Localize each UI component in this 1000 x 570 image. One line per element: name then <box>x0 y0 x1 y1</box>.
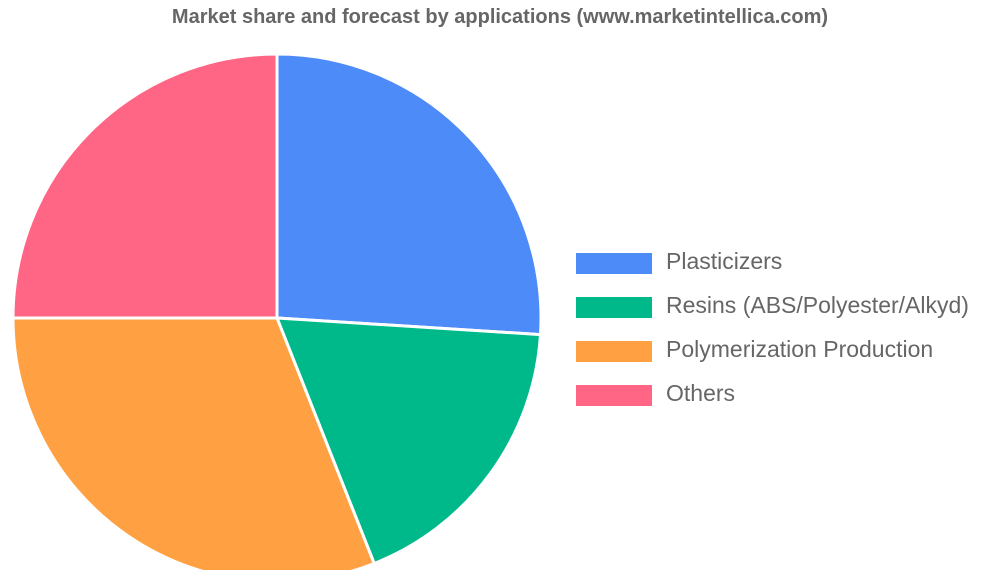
pie-slice-resins[interactable] <box>275 316 542 565</box>
legend-item-resins[interactable]: Resins (ABS/Polyester/Alkyd) <box>576 285 969 329</box>
legend-label-others: Others <box>666 379 736 406</box>
legend-item-polymerization-production[interactable]: Polymerization Production <box>576 329 969 373</box>
chart-title: Market share and forecast by application… <box>171 6 829 28</box>
legend-label-polymerization-production: Polymerization Production <box>666 335 934 362</box>
legend-swatch-others <box>576 384 652 406</box>
pie-slice-polymerization-production[interactable] <box>11 316 376 570</box>
legend-swatch-resins <box>576 296 652 318</box>
legend: Plasticizers Resins (ABS/Polyester/Alkyd… <box>576 241 969 417</box>
legend-item-plasticizers[interactable]: Plasticizers <box>576 241 969 285</box>
pie-slice-others[interactable] <box>11 52 279 320</box>
legend-label-resins: Resins (ABS/Polyester/Alkyd) <box>666 291 969 318</box>
legend-swatch-polymerization-production <box>576 340 652 362</box>
legend-swatch-plasticizers <box>576 252 652 274</box>
legend-item-others[interactable]: Others <box>576 373 969 417</box>
legend-label-plasticizers: Plasticizers <box>666 247 783 274</box>
pie-slice-plasticizers[interactable] <box>275 52 543 337</box>
